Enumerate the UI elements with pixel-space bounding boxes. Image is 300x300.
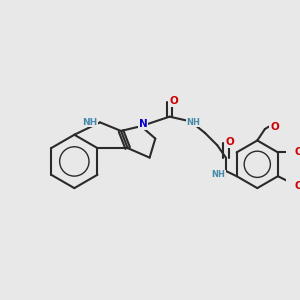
Text: O: O <box>169 96 178 106</box>
Text: NH: NH <box>187 118 200 127</box>
Text: N: N <box>139 119 147 129</box>
Text: O: O <box>225 137 234 147</box>
Text: O: O <box>270 122 279 132</box>
Text: NH: NH <box>211 170 225 179</box>
Text: O: O <box>295 147 300 158</box>
Text: NH: NH <box>82 118 97 127</box>
Text: O: O <box>295 181 300 191</box>
